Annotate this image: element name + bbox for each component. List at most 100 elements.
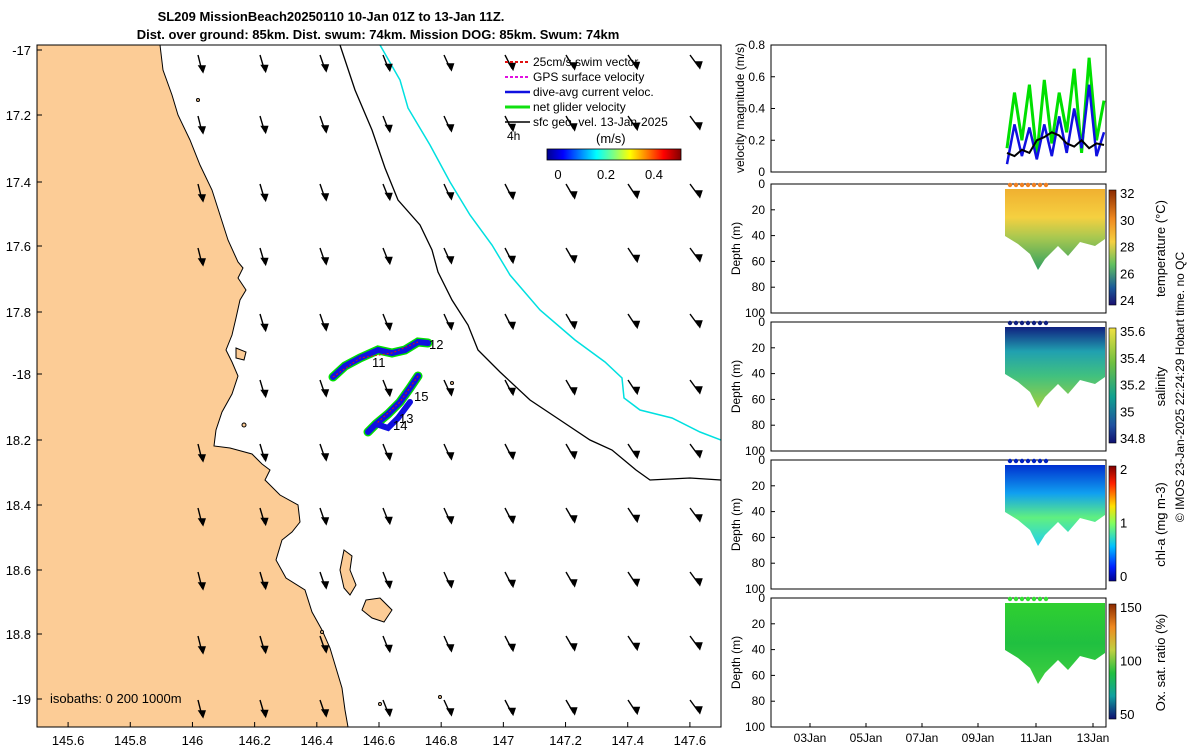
map-y-tick: 17.8 (6, 305, 31, 320)
temperature-y-tick: 0 (758, 177, 765, 191)
glider-track (328, 337, 433, 437)
velocity-arrow (627, 571, 641, 588)
island (361, 597, 393, 623)
legend-net-glider: net glider velocity (533, 100, 626, 114)
velocity-arrow (565, 183, 578, 200)
isobath-200m (379, 45, 721, 441)
time-x-tick: 11Jan (1020, 731, 1052, 745)
temperature-colorbar-tick: 26 (1120, 266, 1134, 281)
map-y-tick: 18.2 (6, 433, 31, 448)
time-x-tick: 13Jan (1077, 731, 1110, 745)
velocity-arrow (443, 54, 455, 72)
chla-colorbar-tick: 1 (1120, 516, 1127, 531)
velocity-arrow (319, 635, 330, 654)
velocity-arrow (197, 54, 206, 74)
oxygen-colorbar (1108, 603, 1117, 720)
velocity-arrow (689, 247, 703, 263)
velocity-arrow (382, 313, 393, 332)
isobaths-label: isobaths: 0 200 1000m (50, 691, 182, 706)
velocity-arrow (443, 443, 455, 461)
chla-colorbar (1108, 465, 1117, 582)
velocity-arrow (259, 54, 269, 74)
salinity-colorbar-tick: 34.8 (1120, 431, 1145, 446)
salinity-y-tick: 0 (758, 315, 765, 329)
velocity-arrow (319, 571, 330, 590)
velocity-arrow (565, 443, 578, 460)
velocity-arrow (504, 571, 516, 589)
salinity-section (1005, 327, 1105, 408)
velocity-line (1006, 131, 1105, 158)
temperature-y-tick: 40 (752, 229, 766, 243)
chla-y-tick: 80 (752, 556, 766, 570)
velocity-arrow (319, 247, 330, 266)
track-label-15: 15 (414, 389, 428, 404)
velocity-arrow (627, 313, 641, 330)
velocity-arrow (259, 635, 269, 655)
temperature-y-tick: 20 (752, 203, 766, 217)
map-x-tick: 146 (182, 733, 204, 748)
velocity-arrow (443, 571, 455, 589)
velocity-arrow (197, 115, 206, 135)
chla-panel: 0 20 40 60 80 100 Depth (m) 2 1 0 chl-a (mg m-3) (729, 453, 1168, 596)
velocity-arrow (689, 183, 703, 199)
chla-y-tick: 0 (758, 453, 765, 467)
velocity-arrow (443, 183, 455, 201)
map-x-tick: 146.6 (363, 733, 396, 748)
velocity-arrow (259, 313, 269, 333)
legend-time-label: 4h (507, 129, 520, 143)
oxygen-colorbar-tick: 50 (1120, 707, 1134, 722)
velocity-y-tick: 0.6 (748, 70, 765, 84)
velocity-arrow (504, 507, 516, 525)
velocity-arrow (689, 699, 703, 715)
velocity-arrow (259, 443, 269, 463)
time-x-tick: 09Jan (962, 731, 995, 745)
velocity-arrow (627, 54, 641, 71)
velocity-arrow (319, 183, 330, 202)
salinity-colorbar-tick: 35 (1120, 404, 1134, 419)
island (235, 347, 247, 361)
map-x-tick: 145.6 (52, 733, 85, 748)
salinity-y-tick: 100 (745, 444, 765, 458)
velocity-arrow (689, 571, 703, 587)
map-y-tick-labels: -17 17.2 17.4 17.6 17.8 -18 18.2 18.4 18.6 18.8 -1… (6, 43, 42, 707)
velocity-arrow (259, 183, 269, 203)
velocity-arrow (197, 443, 206, 463)
velocity-line (1005, 57, 1106, 157)
velocity-arrow (382, 379, 393, 398)
map-panel: 12 11 15 13 14 25cm/s swim vector GPS su… (6, 43, 722, 748)
velocity-arrow (689, 635, 703, 651)
velocity-arrow (319, 115, 330, 134)
map-y-tick: 18.8 (6, 627, 31, 642)
velocity-arrow (504, 54, 516, 72)
salinity-depth-label: Depth (m) (729, 360, 743, 413)
velocity-y-tick: 0.8 (748, 38, 765, 52)
temperature-ylabel: temperature (°C) (1153, 200, 1168, 297)
map-y-tick: 17.2 (6, 108, 31, 123)
chla-y-tick: 20 (752, 479, 766, 493)
velocity-arrow (565, 115, 578, 132)
map-y-tick: 18.6 (6, 563, 31, 578)
temperature-y-tick: 60 (752, 254, 766, 268)
oxygen-y-tick: 60 (752, 668, 766, 682)
temperature-colorbar-tick: 30 (1120, 213, 1134, 228)
velocity-arrow (689, 507, 703, 523)
velocity-arrow (259, 379, 269, 399)
velocity-arrow (504, 183, 516, 201)
track-label-13: 13 (399, 411, 413, 426)
salinity-panel: 0 20 40 60 80 100 Depth (m) 35.6 35.4 35.2 35 34.8 s… (729, 315, 1168, 458)
velocity-arrow (689, 443, 703, 459)
velocity-arrow (197, 183, 206, 203)
colorbar-tick-2: 0.4 (645, 167, 663, 182)
velocity-y-tick: 0 (758, 165, 765, 179)
map-x-tick: 147 (493, 733, 515, 748)
colorbar-tick-0: 0 (554, 167, 561, 182)
velocity-arrow (443, 247, 455, 265)
velocity-arrow (382, 699, 393, 718)
velocity-arrow (197, 571, 206, 591)
chla-y-tick: 40 (752, 505, 766, 519)
velocity-arrow (689, 115, 703, 131)
velocity-arrow (627, 507, 641, 524)
map-x-tick: 146.2 (238, 733, 271, 748)
